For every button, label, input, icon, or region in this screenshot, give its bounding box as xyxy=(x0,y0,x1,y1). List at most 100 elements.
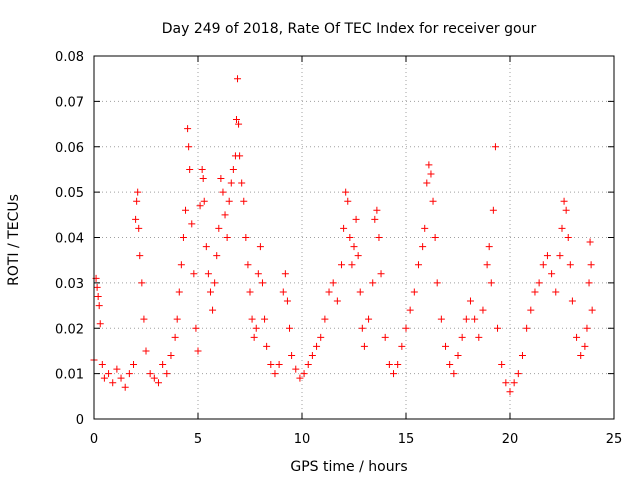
data-point xyxy=(487,279,495,287)
data-point xyxy=(552,288,560,296)
data-point xyxy=(304,361,312,369)
data-point xyxy=(573,333,581,341)
data-point xyxy=(462,315,470,323)
data-point xyxy=(271,370,279,378)
x-tick-label: 0 xyxy=(90,432,98,447)
data-point xyxy=(431,234,439,241)
data-point xyxy=(502,379,510,387)
data-point xyxy=(225,197,233,205)
data-point xyxy=(425,161,433,169)
data-point xyxy=(177,261,185,269)
data-point xyxy=(263,342,271,350)
data-point xyxy=(204,270,212,278)
data-point xyxy=(506,388,514,396)
data-point xyxy=(398,342,406,350)
data-point xyxy=(406,306,414,314)
data-point xyxy=(577,351,585,359)
data-point xyxy=(198,165,206,173)
data-point xyxy=(109,379,117,387)
data-point xyxy=(365,315,373,323)
data-point xyxy=(202,243,210,251)
data-point xyxy=(346,234,354,241)
data-point xyxy=(586,238,594,246)
data-point xyxy=(182,206,190,214)
y-tick-label: 0.08 xyxy=(55,50,84,65)
data-point xyxy=(454,351,462,359)
data-point xyxy=(531,288,539,296)
data-point xyxy=(138,279,146,287)
data-point xyxy=(338,261,346,269)
data-point xyxy=(206,288,214,296)
data-point xyxy=(527,306,535,314)
data-point xyxy=(185,143,193,151)
data-point xyxy=(240,197,248,205)
data-point xyxy=(442,342,450,350)
data-point xyxy=(146,370,154,378)
data-point xyxy=(583,324,591,332)
data-point xyxy=(325,288,333,296)
data-point xyxy=(246,288,254,296)
data-point xyxy=(238,179,246,187)
data-point xyxy=(566,261,574,269)
data-point xyxy=(135,224,143,232)
data-point xyxy=(179,234,187,241)
data-point xyxy=(194,347,202,355)
y-tick-label: 0 xyxy=(76,413,84,428)
data-point xyxy=(498,361,506,369)
data-point xyxy=(242,234,250,241)
data-point xyxy=(213,252,221,260)
data-point xyxy=(236,152,244,160)
data-point xyxy=(466,297,474,305)
data-point xyxy=(300,370,308,378)
data-point xyxy=(581,342,589,350)
data-points xyxy=(90,75,596,396)
data-point xyxy=(450,370,458,378)
data-point xyxy=(360,342,368,350)
data-point xyxy=(373,206,381,214)
data-point xyxy=(514,370,522,378)
data-point xyxy=(175,288,183,296)
data-point xyxy=(427,170,435,178)
data-point xyxy=(333,297,341,305)
data-point xyxy=(410,288,418,296)
data-point xyxy=(564,234,572,241)
data-point xyxy=(587,261,595,269)
data-point xyxy=(390,370,398,378)
data-point xyxy=(235,120,243,128)
data-point xyxy=(329,279,337,287)
data-point xyxy=(371,215,379,223)
data-point xyxy=(94,292,102,300)
data-point xyxy=(199,175,207,183)
grid xyxy=(94,56,614,419)
data-point xyxy=(258,279,266,287)
axis-ticks: 0 5 10 15 20 25 0 0.01 0.02 0.03 0.04 0.05 0.06 0.07 0… xyxy=(55,50,622,447)
data-point xyxy=(585,279,593,287)
data-point xyxy=(171,333,179,341)
data-point xyxy=(252,324,260,332)
data-point xyxy=(313,342,321,350)
data-point xyxy=(288,351,296,359)
data-point xyxy=(523,324,531,332)
data-point xyxy=(211,279,219,287)
data-point xyxy=(142,347,150,355)
data-point xyxy=(377,270,385,278)
data-point xyxy=(133,197,141,205)
data-point xyxy=(385,361,393,369)
data-point xyxy=(132,215,140,223)
data-point xyxy=(419,243,427,251)
data-point xyxy=(562,206,570,214)
data-point xyxy=(275,361,283,369)
data-point xyxy=(154,379,162,387)
data-point xyxy=(117,374,125,382)
data-point xyxy=(535,279,543,287)
data-point xyxy=(229,165,237,173)
data-point xyxy=(209,306,217,314)
data-point xyxy=(188,220,196,228)
data-point xyxy=(348,261,356,269)
data-point xyxy=(215,224,223,232)
data-point xyxy=(321,315,329,323)
data-point xyxy=(196,202,204,210)
x-tick-label: 25 xyxy=(606,432,623,447)
x-tick-label: 15 xyxy=(398,432,415,447)
